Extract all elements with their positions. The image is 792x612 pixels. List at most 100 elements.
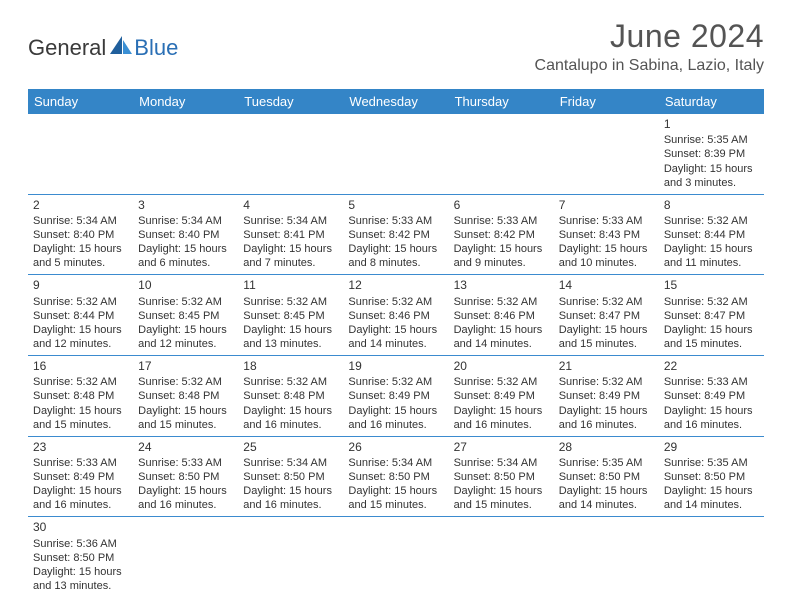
daylight-line: Daylight: 15 hours and 16 minutes. xyxy=(348,404,443,432)
calendar-cell: 29Sunrise: 5:35 AMSunset: 8:50 PMDayligh… xyxy=(659,436,764,517)
calendar-cell xyxy=(343,517,448,597)
daylight-line: Daylight: 15 hours and 16 minutes. xyxy=(138,484,233,512)
daylight-line: Daylight: 15 hours and 15 minutes. xyxy=(33,404,128,432)
day-number: 21 xyxy=(559,359,654,374)
calendar-cell xyxy=(28,114,133,194)
calendar-cell: 7Sunrise: 5:33 AMSunset: 8:43 PMDaylight… xyxy=(554,194,659,275)
sunset-line: Sunset: 8:46 PM xyxy=(454,309,549,323)
calendar-cell: 4Sunrise: 5:34 AMSunset: 8:41 PMDaylight… xyxy=(238,194,343,275)
calendar-cell xyxy=(238,517,343,597)
calendar-cell: 16Sunrise: 5:32 AMSunset: 8:48 PMDayligh… xyxy=(28,356,133,437)
sunset-line: Sunset: 8:50 PM xyxy=(138,470,233,484)
day-number: 4 xyxy=(243,198,338,213)
sunset-line: Sunset: 8:50 PM xyxy=(348,470,443,484)
sunrise-line: Sunrise: 5:32 AM xyxy=(138,295,233,309)
daylight-line: Daylight: 15 hours and 11 minutes. xyxy=(664,242,759,270)
sunset-line: Sunset: 8:50 PM xyxy=(454,470,549,484)
calendar-cell: 13Sunrise: 5:32 AMSunset: 8:46 PMDayligh… xyxy=(449,275,554,356)
sunrise-line: Sunrise: 5:36 AM xyxy=(33,537,128,551)
sunrise-line: Sunrise: 5:32 AM xyxy=(243,295,338,309)
day-number: 28 xyxy=(559,440,654,455)
logo-text-blue: Blue xyxy=(134,35,178,61)
sunrise-line: Sunrise: 5:32 AM xyxy=(33,375,128,389)
sunrise-line: Sunrise: 5:32 AM xyxy=(454,295,549,309)
day-header: Sunday xyxy=(28,89,133,114)
day-number: 18 xyxy=(243,359,338,374)
calendar-cell: 15Sunrise: 5:32 AMSunset: 8:47 PMDayligh… xyxy=(659,275,764,356)
day-header: Tuesday xyxy=(238,89,343,114)
daylight-line: Daylight: 15 hours and 14 minutes. xyxy=(664,484,759,512)
month-title: June 2024 xyxy=(535,18,764,55)
day-number: 9 xyxy=(33,278,128,293)
calendar-cell: 24Sunrise: 5:33 AMSunset: 8:50 PMDayligh… xyxy=(133,436,238,517)
sunset-line: Sunset: 8:45 PM xyxy=(138,309,233,323)
logo-text-general: General xyxy=(28,35,106,61)
sunset-line: Sunset: 8:48 PM xyxy=(243,389,338,403)
daylight-line: Daylight: 15 hours and 14 minutes. xyxy=(348,323,443,351)
sunset-line: Sunset: 8:43 PM xyxy=(559,228,654,242)
sunrise-line: Sunrise: 5:33 AM xyxy=(33,456,128,470)
calendar-week: 30Sunrise: 5:36 AMSunset: 8:50 PMDayligh… xyxy=(28,517,764,597)
sunset-line: Sunset: 8:41 PM xyxy=(243,228,338,242)
sunrise-line: Sunrise: 5:32 AM xyxy=(559,295,654,309)
day-number: 26 xyxy=(348,440,443,455)
day-number: 11 xyxy=(243,278,338,293)
calendar-cell xyxy=(659,517,764,597)
daylight-line: Daylight: 15 hours and 6 minutes. xyxy=(138,242,233,270)
calendar-cell: 8Sunrise: 5:32 AMSunset: 8:44 PMDaylight… xyxy=(659,194,764,275)
day-number: 19 xyxy=(348,359,443,374)
sunset-line: Sunset: 8:50 PM xyxy=(664,470,759,484)
sunrise-line: Sunrise: 5:33 AM xyxy=(664,375,759,389)
day-header: Thursday xyxy=(449,89,554,114)
day-number: 16 xyxy=(33,359,128,374)
calendar-cell: 22Sunrise: 5:33 AMSunset: 8:49 PMDayligh… xyxy=(659,356,764,437)
calendar-cell: 19Sunrise: 5:32 AMSunset: 8:49 PMDayligh… xyxy=(343,356,448,437)
sunrise-line: Sunrise: 5:35 AM xyxy=(664,133,759,147)
daylight-line: Daylight: 15 hours and 3 minutes. xyxy=(664,162,759,190)
calendar-cell xyxy=(554,114,659,194)
calendar-cell: 20Sunrise: 5:32 AMSunset: 8:49 PMDayligh… xyxy=(449,356,554,437)
calendar-cell: 5Sunrise: 5:33 AMSunset: 8:42 PMDaylight… xyxy=(343,194,448,275)
calendar-week: 1Sunrise: 5:35 AMSunset: 8:39 PMDaylight… xyxy=(28,114,764,194)
calendar-cell: 18Sunrise: 5:32 AMSunset: 8:48 PMDayligh… xyxy=(238,356,343,437)
calendar-cell: 2Sunrise: 5:34 AMSunset: 8:40 PMDaylight… xyxy=(28,194,133,275)
calendar-cell: 17Sunrise: 5:32 AMSunset: 8:48 PMDayligh… xyxy=(133,356,238,437)
daylight-line: Daylight: 15 hours and 16 minutes. xyxy=(664,404,759,432)
sunset-line: Sunset: 8:40 PM xyxy=(138,228,233,242)
day-number: 5 xyxy=(348,198,443,213)
sunset-line: Sunset: 8:49 PM xyxy=(348,389,443,403)
sunrise-line: Sunrise: 5:32 AM xyxy=(559,375,654,389)
calendar-cell xyxy=(133,517,238,597)
day-header-row: Sunday Monday Tuesday Wednesday Thursday… xyxy=(28,89,764,114)
calendar-cell: 3Sunrise: 5:34 AMSunset: 8:40 PMDaylight… xyxy=(133,194,238,275)
day-number: 13 xyxy=(454,278,549,293)
sunset-line: Sunset: 8:44 PM xyxy=(33,309,128,323)
calendar-week: 23Sunrise: 5:33 AMSunset: 8:49 PMDayligh… xyxy=(28,436,764,517)
day-number: 15 xyxy=(664,278,759,293)
calendar-cell: 11Sunrise: 5:32 AMSunset: 8:45 PMDayligh… xyxy=(238,275,343,356)
sunrise-line: Sunrise: 5:32 AM xyxy=(243,375,338,389)
daylight-line: Daylight: 15 hours and 16 minutes. xyxy=(559,404,654,432)
daylight-line: Daylight: 15 hours and 13 minutes. xyxy=(33,565,128,593)
daylight-line: Daylight: 15 hours and 15 minutes. xyxy=(559,323,654,351)
sunset-line: Sunset: 8:40 PM xyxy=(33,228,128,242)
calendar-cell: 1Sunrise: 5:35 AMSunset: 8:39 PMDaylight… xyxy=(659,114,764,194)
sunrise-line: Sunrise: 5:34 AM xyxy=(33,214,128,228)
day-number: 2 xyxy=(33,198,128,213)
title-block: June 2024 Cantalupo in Sabina, Lazio, It… xyxy=(535,18,764,75)
sunrise-line: Sunrise: 5:34 AM xyxy=(243,214,338,228)
sunset-line: Sunset: 8:39 PM xyxy=(664,147,759,161)
sunrise-line: Sunrise: 5:33 AM xyxy=(559,214,654,228)
sunrise-line: Sunrise: 5:32 AM xyxy=(33,295,128,309)
logo: General Blue xyxy=(28,34,178,61)
sail-icon xyxy=(108,34,134,61)
day-number: 10 xyxy=(138,278,233,293)
calendar-cell xyxy=(133,114,238,194)
day-number: 7 xyxy=(559,198,654,213)
day-header: Monday xyxy=(133,89,238,114)
daylight-line: Daylight: 15 hours and 16 minutes. xyxy=(243,484,338,512)
sunrise-line: Sunrise: 5:35 AM xyxy=(664,456,759,470)
sunrise-line: Sunrise: 5:32 AM xyxy=(348,295,443,309)
calendar-cell: 12Sunrise: 5:32 AMSunset: 8:46 PMDayligh… xyxy=(343,275,448,356)
sunset-line: Sunset: 8:44 PM xyxy=(664,228,759,242)
